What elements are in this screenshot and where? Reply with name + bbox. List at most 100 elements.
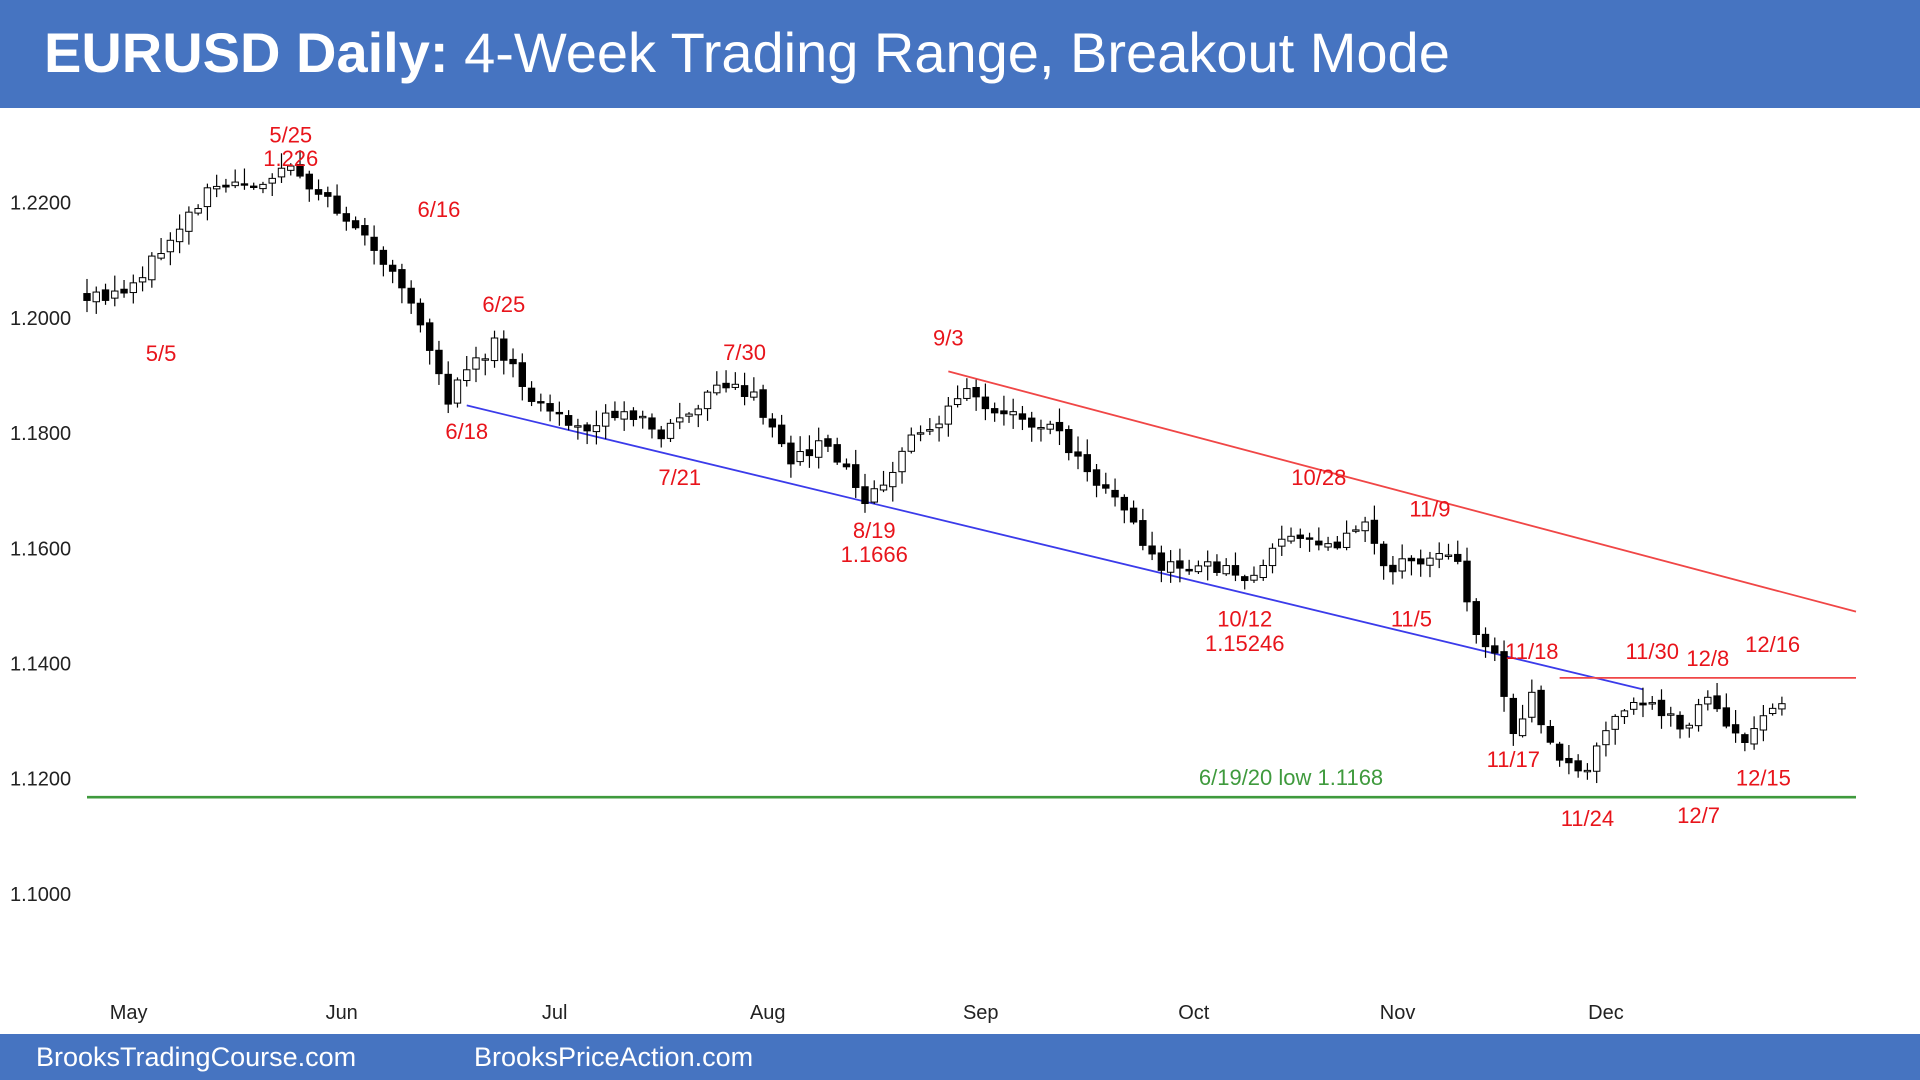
candle (1121, 494, 1127, 523)
candle (630, 407, 636, 426)
candle (1195, 561, 1201, 574)
candle (1371, 506, 1377, 555)
candle (454, 377, 460, 407)
candle (1223, 558, 1229, 576)
candle (1112, 479, 1118, 507)
candle (1464, 548, 1470, 612)
brooks-price-action-link[interactable]: BrooksPriceAction.com (474, 1042, 753, 1073)
candle (778, 415, 784, 447)
candle (1214, 554, 1220, 576)
candle (899, 447, 905, 483)
candle (436, 341, 442, 385)
candle (1519, 705, 1525, 738)
candle (658, 426, 664, 448)
candle (399, 264, 405, 303)
candle (1362, 517, 1368, 542)
candle (769, 413, 775, 437)
y-tick-label: 1.2000 (10, 308, 71, 330)
candle (1473, 598, 1479, 643)
candle (1556, 742, 1562, 767)
month-label: Jul (542, 1002, 568, 1024)
candle (677, 403, 683, 429)
candle (149, 252, 155, 288)
candle (1140, 509, 1146, 550)
y-tick-label: 1.2200 (10, 193, 71, 215)
candlesticks (84, 150, 1785, 783)
candle (695, 405, 701, 427)
candle (1612, 714, 1618, 745)
candle (964, 378, 970, 401)
candle (704, 390, 710, 421)
candle (232, 169, 238, 188)
swing-label: 1.15246 (1205, 631, 1285, 656)
candle (1649, 696, 1655, 710)
candle (1186, 560, 1192, 575)
swing-label: 5/5 (146, 341, 177, 366)
candle (352, 216, 358, 229)
candle (954, 385, 960, 407)
price-chart: 5/251.2265/56/166/256/187/307/218/191.16… (0, 108, 1920, 1034)
brooks-trading-course-link[interactable]: BrooksTradingCourse.com (36, 1042, 356, 1073)
candle (1380, 541, 1386, 580)
candle (1010, 399, 1016, 429)
candle (1103, 473, 1109, 494)
candle (1566, 745, 1572, 774)
candle (1047, 421, 1053, 434)
candle (927, 418, 933, 435)
candle (1260, 560, 1266, 581)
candle (1723, 693, 1729, 728)
support-label: 6/19/20 low 1.1168 (1199, 765, 1383, 790)
candle (510, 348, 516, 377)
candle (1306, 533, 1312, 552)
candle (204, 184, 210, 221)
month-label: Jun (326, 1002, 358, 1024)
candle (519, 353, 525, 400)
candle (1390, 556, 1396, 585)
y-axis: 1.10001.12001.14001.16001.18001.20001.22… (10, 193, 71, 906)
candle (797, 436, 803, 466)
swing-label: 10/12 (1217, 607, 1272, 632)
swing-label: 11/9 (1409, 497, 1450, 522)
candle (732, 372, 738, 390)
chart-title: EURUSD Daily: 4-Week Trading Range, Brea… (44, 20, 1450, 86)
candle (1029, 412, 1035, 442)
candle (121, 280, 127, 298)
candle (760, 385, 766, 425)
candle (1760, 705, 1766, 741)
candle (306, 171, 312, 202)
candle (1334, 536, 1340, 550)
candle (325, 187, 331, 208)
swing-label: 12/7 (1677, 803, 1720, 828)
candle (1130, 501, 1136, 525)
candle (945, 397, 951, 437)
swing-label: 8/19 (853, 518, 896, 543)
chart-lines (87, 371, 1856, 797)
lower-trend-line (467, 405, 1643, 689)
candle (1075, 436, 1081, 469)
candle (1167, 550, 1173, 583)
candle (621, 401, 627, 431)
candle (982, 384, 988, 421)
candle (362, 218, 368, 246)
candle (714, 371, 720, 395)
candle (917, 425, 923, 441)
candle (890, 462, 896, 502)
candle (1640, 688, 1646, 717)
candle (1408, 555, 1414, 575)
y-tick-label: 1.1400 (10, 653, 71, 675)
chart-title-symbol: EURUSD Daily: (44, 21, 449, 84)
month-label: Aug (750, 1002, 786, 1024)
candle (464, 356, 470, 387)
candle (1158, 546, 1164, 583)
candle (1455, 541, 1461, 565)
candle (1232, 552, 1238, 581)
candle (241, 169, 247, 190)
candle (723, 370, 729, 392)
candle (269, 173, 275, 196)
candle (93, 287, 99, 314)
candle (649, 413, 655, 438)
candle (1399, 544, 1405, 578)
candle (1482, 627, 1488, 657)
candle (1677, 711, 1683, 738)
candle (1066, 425, 1072, 460)
